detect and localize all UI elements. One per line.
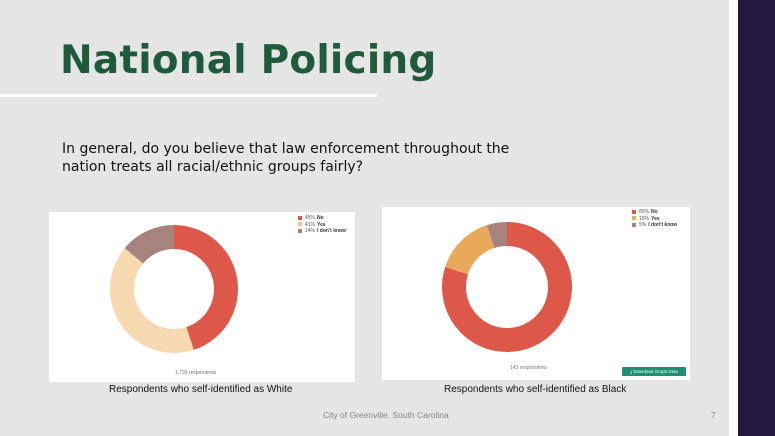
legend-swatch [298,215,302,220]
legend-item-no: 45% No [298,215,346,222]
donut-slice-yes [110,248,194,353]
title-underline [0,94,377,97]
slide-title: National Policing [60,38,437,83]
legend-label: Yes [651,215,660,222]
chart-panel-black: 80% No 15% Yes 5% I don't know 143 responde… [382,207,690,380]
donut-slice-yes [445,225,495,275]
side-strip-dark [738,0,775,436]
legend-swatch [632,216,636,221]
chart-legend: 80% No 15% Yes 5% I don't know [632,209,677,229]
donut-chart-white [110,225,238,353]
respondent-count: 143 respondents [510,365,548,371]
slide-footer: City of Greenville, South Carolina [323,410,449,420]
download-graph-data-button[interactable]: ⤓ Download Graph Data [622,367,686,376]
donut-chart-black [442,222,572,352]
respondent-count: 1,739 respondents [175,370,217,376]
legend-label: Yes [317,221,326,228]
survey-question: In general, do you believe that law enfo… [62,141,510,175]
legend-label: No [317,215,324,221]
legend-swatch [298,222,302,227]
legend-label: I don't know [317,228,346,234]
chart-caption-white: Respondents who self-identified as White [109,384,293,395]
side-strip-light [729,0,738,436]
donut-slice-i-don-t-know [124,225,174,264]
legend-item-dont-know: 5% I don't know [632,222,677,229]
chart-legend: 45% No 41% Yes 14% I don't know [298,215,346,235]
page-number: 7 [711,410,716,420]
legend-value: 41% [305,221,316,228]
chart-caption-black: Respondents who self-identified as Black [444,384,627,395]
donut-slice-i-don-t-know [486,222,507,249]
legend-swatch [632,209,636,214]
donut-slice-no [442,222,572,352]
legend-item-dont-know: 14% I don't know [298,228,346,235]
legend-value: 80% [639,209,650,215]
legend-value: 15% [639,215,650,222]
legend-item-yes: 41% Yes [298,222,346,229]
donut-slice-no [174,225,238,350]
legend-swatch [632,222,636,227]
legend-value: 45% [305,215,316,221]
chart-panel-white: 45% No 41% Yes 14% I don't know 1,739 respo… [49,212,355,382]
legend-swatch [298,228,302,233]
legend-value: 14% [305,228,316,234]
legend-value: 5% [639,222,647,228]
legend-item-no: 80% No [632,209,677,216]
legend-item-yes: 15% Yes [632,216,677,223]
download-button-label: Download Graph Data [633,369,678,374]
legend-label: I don't know [648,222,678,228]
download-icon: ⤓ [630,369,633,374]
legend-label: No [651,209,658,215]
